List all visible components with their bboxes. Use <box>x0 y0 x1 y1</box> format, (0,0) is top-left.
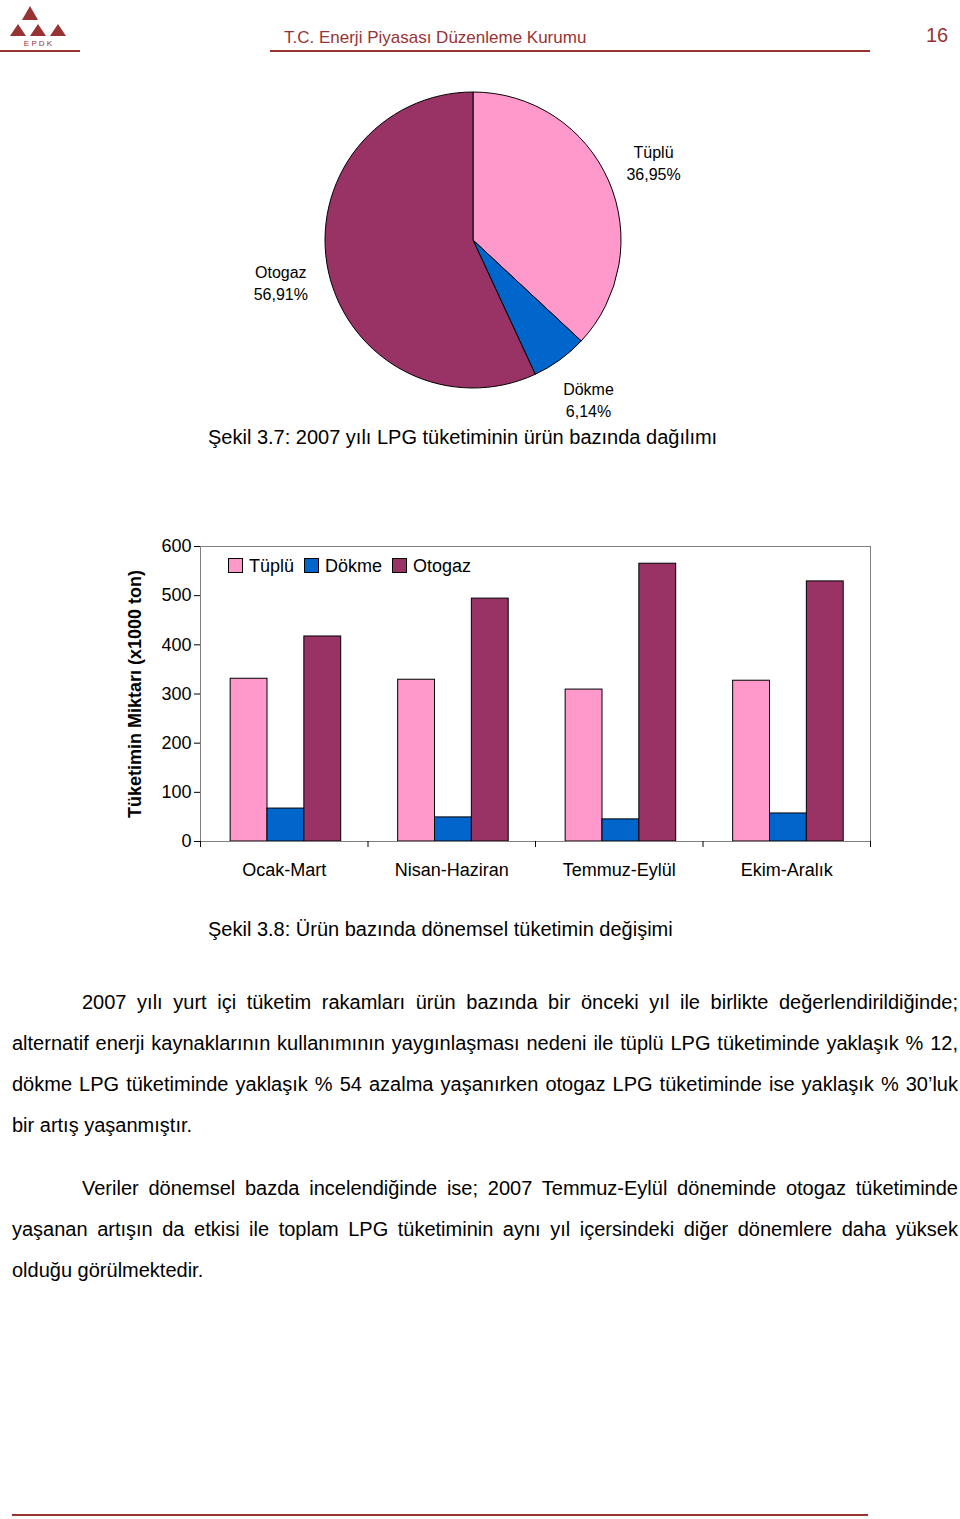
svg-text:600: 600 <box>161 536 191 556</box>
svg-text:Temmuz-Eylül: Temmuz-Eylül <box>563 860 676 880</box>
html-text:T.C. Enerji Piyasası Düzenleme: T.C. Enerji Piyasası Düzenleme Kurumu <box>284 28 587 47</box>
html-text:Veriler dönemsel bazda incelen: Veriler dönemsel bazda incelendiğinde is… <box>12 1177 958 1281</box>
svg-text:Tüketimin Miktarı (x1000 ton): Tüketimin Miktarı (x1000 ton) <box>125 570 145 818</box>
svg-text:300: 300 <box>161 684 191 704</box>
html-text:Tüplü: Tüplü <box>249 556 294 576</box>
svg-text:Tüplü36,95%: Tüplü36,95% <box>626 144 680 183</box>
svg-text:400: 400 <box>161 635 191 655</box>
html-text:Dökme: Dökme <box>325 556 382 576</box>
svg-text:100: 100 <box>161 782 191 802</box>
svg-text:Ekim-Aralık: Ekim-Aralık <box>741 860 834 880</box>
svg-text:Dökme6,14%: Dökme6,14% <box>563 381 614 420</box>
svg-text:Nisan-Haziran: Nisan-Haziran <box>395 860 509 880</box>
svg-text:E P D K: E P D K <box>24 39 53 48</box>
html-text:2007 yılı yurt içi tüketim rak: 2007 yılı yurt içi tüketim rakamları ürü… <box>12 991 958 1136</box>
html-text:Otogaz: Otogaz <box>413 556 472 576</box>
svg-text:500: 500 <box>161 585 191 605</box>
html-text:Şekil 3.8: Ürün bazında dönems: Şekil 3.8: Ürün bazında dönemsel tüketim… <box>208 918 673 940</box>
svg-text:200: 200 <box>161 733 191 753</box>
html-text:16: 16 <box>926 24 949 46</box>
svg-text:Otogaz56,91%: Otogaz56,91% <box>254 264 308 303</box>
html-text:Şekil 3.7: 2007 yılı LPG tüket: Şekil 3.7: 2007 yılı LPG tüketiminin ürü… <box>208 426 718 448</box>
svg-text:0: 0 <box>181 831 191 851</box>
svg-text:Ocak-Mart: Ocak-Mart <box>242 860 326 880</box>
